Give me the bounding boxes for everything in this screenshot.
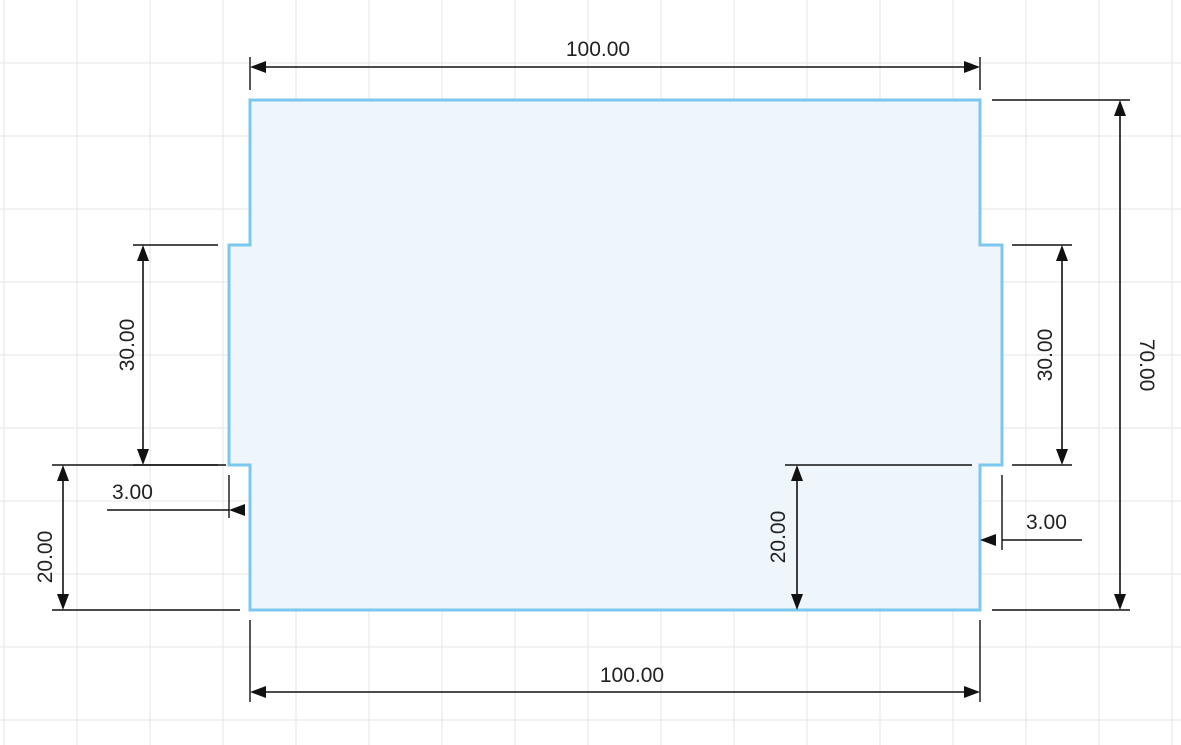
left-tab-depth-label: 3.00 <box>112 481 153 504</box>
top-width-dimension[interactable]: 100.00 <box>249 38 981 90</box>
left-lower-height-label: 20.00 <box>34 531 57 584</box>
right-tab-depth-dimension[interactable]: 3.00 <box>980 475 1082 550</box>
right-lower-height-label: 20.00 <box>767 511 790 564</box>
bottom-width-dimension[interactable]: 100.00 <box>249 620 981 702</box>
left-tab-depth-dimension[interactable]: 3.00 <box>107 475 245 518</box>
overall-height-label: 70.00 <box>1135 339 1158 392</box>
right-tab-height-dimension[interactable]: 30.00 <box>1012 244 1072 466</box>
right-tab-depth-label: 3.00 <box>1026 511 1067 534</box>
bottom-width-label: 100.00 <box>600 664 664 687</box>
sketch-profile[interactable] <box>227 98 1004 612</box>
left-tab-height-dimension[interactable]: 30.00 <box>116 244 218 466</box>
top-width-label: 100.00 <box>566 38 630 61</box>
right-lower-height-dimension[interactable]: 20.00 <box>767 464 972 610</box>
right-tab-height-label: 30.00 <box>1034 329 1057 382</box>
left-tab-height-label: 30.00 <box>116 319 139 372</box>
left-lower-height-dimension[interactable]: 20.00 <box>34 464 240 611</box>
overall-height-dimension[interactable]: 70.00 <box>992 99 1158 611</box>
